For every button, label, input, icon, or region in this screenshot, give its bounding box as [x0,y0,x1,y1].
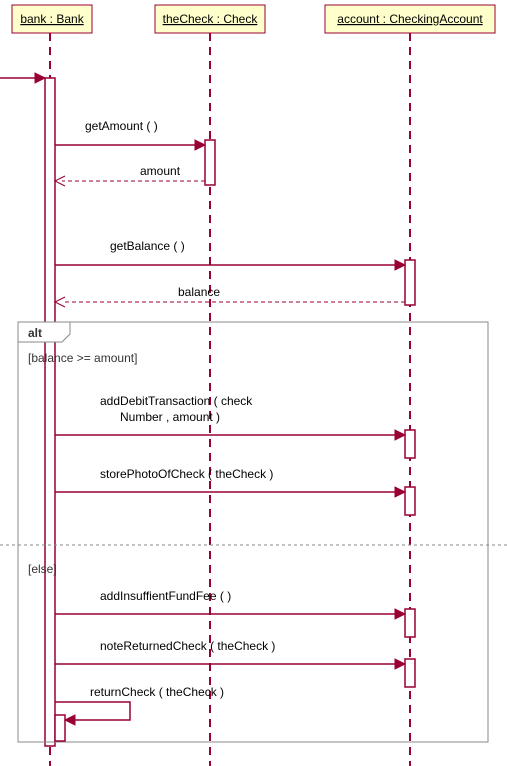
msg-getBalance-label: getBalance ( ) [110,239,185,253]
msg-addFee-label: addInsuffientFundFee ( ) [100,589,231,603]
msg-addDebit-label2: Number , amount ) [120,410,220,424]
alt-fragment: alt [balance >= amount] [else] [0,322,507,742]
msg-storePhoto-label: storePhotoOfCheck ( theCheck ) [100,467,273,481]
msg-addDebit: addDebitTransaction ( check Number , amo… [55,394,415,458]
alt-guard2: [else] [28,562,57,576]
msg-returnCheck-label: returnCheck ( theCheck ) [90,685,224,699]
participant-bank: bank : Bank [12,5,92,33]
msg-getBalance-return: balance [178,285,220,299]
msg-storePhoto: storePhotoOfCheck ( theCheck ) [55,467,415,515]
participant-account-label: account : CheckingAccount [337,12,483,26]
msg-getAmount: getAmount ( ) amount [55,119,215,186]
participant-check-label: theCheck : Check [163,12,259,26]
participant-account: account : CheckingAccount [325,5,495,33]
found-message-arrow [0,73,45,83]
msg-addDebit-label1: addDebitTransaction ( check [100,394,253,408]
msg-getAmount-return: amount [140,164,181,178]
alt-guard1: [balance >= amount] [28,351,137,365]
sequence-diagram: bank : Bank theCheck : Check account : C… [0,0,507,766]
msg-getAmount-label: getAmount ( ) [85,119,158,133]
msg-getBalance: getBalance ( ) balance [55,239,415,307]
msg-addFee: addInsuffientFundFee ( ) [55,589,415,637]
msg-noteRet: noteReturnedCheck ( theCheck ) [55,639,415,687]
participant-check: theCheck : Check [155,5,265,33]
participant-bank-label: bank : Bank [20,12,84,26]
alt-label: alt [28,326,42,340]
msg-returnCheck: returnCheck ( theCheck ) [55,685,224,741]
msg-noteRet-label: noteReturnedCheck ( theCheck ) [100,639,275,653]
activation-bank [45,78,55,746]
